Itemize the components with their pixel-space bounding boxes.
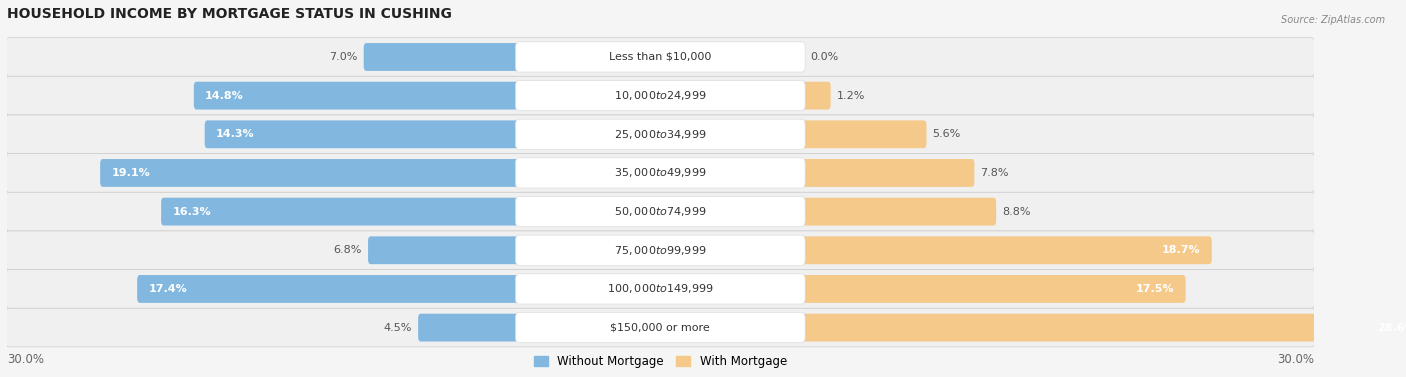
Text: 14.3%: 14.3% <box>217 129 254 139</box>
FancyBboxPatch shape <box>418 314 522 342</box>
FancyBboxPatch shape <box>799 159 974 187</box>
FancyBboxPatch shape <box>799 120 927 148</box>
Text: Source: ZipAtlas.com: Source: ZipAtlas.com <box>1281 15 1385 25</box>
Text: 5.6%: 5.6% <box>932 129 960 139</box>
Text: 17.4%: 17.4% <box>149 284 187 294</box>
FancyBboxPatch shape <box>6 153 1315 192</box>
Text: 28.6%: 28.6% <box>1378 323 1406 333</box>
FancyBboxPatch shape <box>162 198 522 225</box>
Text: $50,000 to $74,999: $50,000 to $74,999 <box>614 205 707 218</box>
FancyBboxPatch shape <box>6 38 1315 76</box>
FancyBboxPatch shape <box>516 81 806 111</box>
Text: 30.0%: 30.0% <box>1277 353 1313 366</box>
FancyBboxPatch shape <box>516 158 806 188</box>
Text: 18.7%: 18.7% <box>1161 245 1201 255</box>
Text: $25,000 to $34,999: $25,000 to $34,999 <box>614 128 707 141</box>
Text: HOUSEHOLD INCOME BY MORTGAGE STATUS IN CUSHING: HOUSEHOLD INCOME BY MORTGAGE STATUS IN C… <box>7 7 451 21</box>
Text: 7.8%: 7.8% <box>980 168 1010 178</box>
Text: 1.2%: 1.2% <box>837 90 865 101</box>
FancyBboxPatch shape <box>516 235 806 265</box>
Text: $35,000 to $49,999: $35,000 to $49,999 <box>614 167 707 179</box>
FancyBboxPatch shape <box>516 274 806 304</box>
FancyBboxPatch shape <box>516 313 806 343</box>
Text: 7.0%: 7.0% <box>329 52 357 62</box>
FancyBboxPatch shape <box>368 236 522 264</box>
Legend: Without Mortgage, With Mortgage: Without Mortgage, With Mortgage <box>529 350 792 372</box>
Text: 0.0%: 0.0% <box>811 52 839 62</box>
FancyBboxPatch shape <box>799 275 1185 303</box>
FancyBboxPatch shape <box>516 42 806 72</box>
FancyBboxPatch shape <box>799 198 997 225</box>
FancyBboxPatch shape <box>6 192 1315 231</box>
Text: 19.1%: 19.1% <box>111 168 150 178</box>
FancyBboxPatch shape <box>364 43 522 71</box>
Text: 4.5%: 4.5% <box>384 323 412 333</box>
Text: $75,000 to $99,999: $75,000 to $99,999 <box>614 244 707 257</box>
Text: $100,000 to $149,999: $100,000 to $149,999 <box>607 282 714 296</box>
Text: Less than $10,000: Less than $10,000 <box>609 52 711 62</box>
FancyBboxPatch shape <box>194 82 522 110</box>
Text: 17.5%: 17.5% <box>1136 284 1174 294</box>
FancyBboxPatch shape <box>100 159 522 187</box>
Text: 6.8%: 6.8% <box>333 245 361 255</box>
Text: $150,000 or more: $150,000 or more <box>610 323 710 333</box>
FancyBboxPatch shape <box>6 115 1315 153</box>
Text: $10,000 to $24,999: $10,000 to $24,999 <box>614 89 707 102</box>
FancyBboxPatch shape <box>6 270 1315 308</box>
FancyBboxPatch shape <box>6 231 1315 270</box>
Text: 16.3%: 16.3% <box>173 207 211 217</box>
FancyBboxPatch shape <box>205 120 522 148</box>
FancyBboxPatch shape <box>516 119 806 149</box>
FancyBboxPatch shape <box>516 196 806 227</box>
FancyBboxPatch shape <box>799 314 1406 342</box>
Text: 14.8%: 14.8% <box>205 90 243 101</box>
FancyBboxPatch shape <box>6 76 1315 115</box>
Text: 8.8%: 8.8% <box>1002 207 1031 217</box>
FancyBboxPatch shape <box>138 275 522 303</box>
FancyBboxPatch shape <box>799 82 831 110</box>
Text: 30.0%: 30.0% <box>7 353 44 366</box>
FancyBboxPatch shape <box>6 308 1315 347</box>
FancyBboxPatch shape <box>799 236 1212 264</box>
